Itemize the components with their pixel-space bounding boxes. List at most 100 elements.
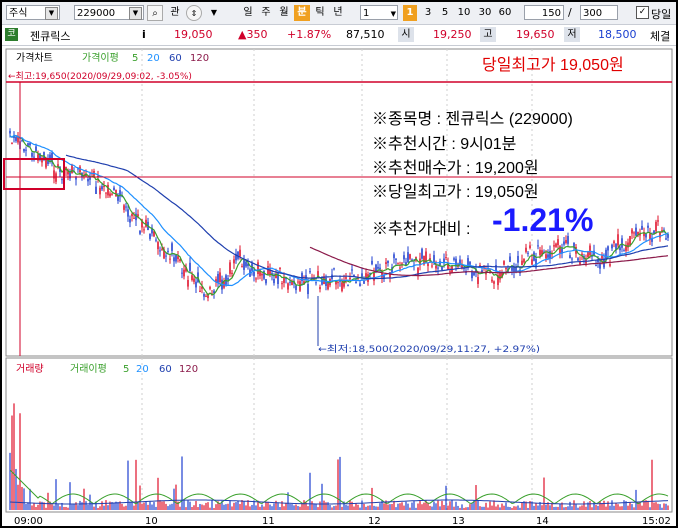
interval-button-active[interactable]: 1 bbox=[403, 5, 417, 21]
volume-bar bbox=[555, 506, 557, 510]
volume-bar bbox=[607, 501, 609, 510]
volume-bar bbox=[59, 506, 61, 510]
candle-body bbox=[95, 186, 97, 195]
volume-bar bbox=[109, 501, 111, 510]
candle-body bbox=[229, 262, 231, 274]
volume-bar bbox=[605, 506, 607, 510]
interval-button[interactable]: 60 bbox=[498, 7, 512, 18]
count-input[interactable]: 150 bbox=[524, 5, 564, 20]
volume-bar bbox=[289, 503, 291, 510]
period-tab-active[interactable]: 분 bbox=[294, 5, 310, 21]
candle-body bbox=[183, 269, 185, 277]
candle-body bbox=[511, 267, 513, 271]
volume-bar bbox=[349, 500, 351, 510]
candle-body bbox=[439, 261, 441, 266]
same-day-checkbox[interactable]: ✓ bbox=[636, 6, 649, 19]
candle-body bbox=[55, 173, 57, 182]
candle-body bbox=[133, 217, 135, 219]
candle-body bbox=[319, 287, 321, 290]
chevron-down-icon[interactable]: ▼ bbox=[129, 7, 142, 20]
interval-button[interactable]: 30 bbox=[478, 7, 492, 18]
candle-body bbox=[471, 271, 473, 279]
view-button[interactable]: 관 bbox=[170, 7, 180, 18]
volume-bar bbox=[285, 502, 287, 510]
candle-body bbox=[247, 263, 249, 267]
candle-body bbox=[139, 230, 141, 234]
candle-body bbox=[255, 278, 257, 280]
volume-bar bbox=[441, 500, 443, 510]
x-axis-label: 09:00 bbox=[14, 516, 43, 526]
candle-body bbox=[159, 250, 161, 252]
candle-body bbox=[637, 231, 639, 236]
candle-body bbox=[517, 255, 519, 263]
candle-body bbox=[437, 267, 439, 269]
candle-body bbox=[473, 272, 475, 276]
volume-bar bbox=[547, 502, 549, 510]
candle-body bbox=[433, 255, 435, 263]
candle-body bbox=[479, 265, 481, 267]
stepper-icon[interactable]: ⇕ bbox=[186, 5, 202, 21]
candle-body bbox=[157, 242, 159, 250]
candle-body bbox=[273, 279, 275, 284]
market-select[interactable]: 주식 ▼ bbox=[6, 5, 60, 20]
candle-body bbox=[295, 285, 297, 291]
step-down-icon[interactable]: ▼ bbox=[210, 8, 218, 17]
period-tab[interactable]: 틱 bbox=[315, 7, 325, 18]
trade-label[interactable]: 체결 bbox=[650, 30, 671, 43]
info-button[interactable]: i bbox=[142, 28, 146, 41]
period-tab[interactable]: 일 bbox=[243, 7, 253, 18]
candle-body bbox=[559, 246, 561, 254]
x-axis-label: 11 bbox=[262, 516, 275, 526]
volume-bar bbox=[177, 501, 179, 510]
volume-bar bbox=[395, 507, 397, 510]
stock-code-input[interactable]: 229000 ▼ bbox=[74, 5, 144, 20]
interval-button[interactable]: 3 bbox=[424, 7, 432, 18]
same-day-label: 당일 bbox=[651, 8, 672, 21]
stock-name[interactable]: 젠큐릭스 bbox=[30, 30, 71, 43]
candle-body bbox=[399, 267, 401, 269]
candle-body bbox=[447, 263, 449, 270]
volume-bar bbox=[49, 501, 51, 510]
candle-body bbox=[61, 179, 63, 181]
period-tab[interactable]: 년 bbox=[333, 7, 343, 18]
search-icon[interactable]: ⌕ bbox=[147, 5, 163, 21]
interval-button[interactable]: 10 bbox=[457, 7, 471, 18]
candle-body bbox=[191, 275, 193, 281]
candle-body bbox=[475, 269, 477, 273]
period-tab[interactable]: 월 bbox=[279, 7, 289, 18]
volume-bar bbox=[237, 500, 239, 510]
candle-body bbox=[659, 232, 661, 238]
low-annotation: ←최저:18,500(2020/09/29,11:27, +2.97%) bbox=[318, 344, 540, 355]
candle-body bbox=[639, 233, 641, 236]
volume-bar bbox=[13, 403, 15, 510]
volume-bar bbox=[435, 503, 437, 510]
candle-body bbox=[491, 279, 493, 282]
candle-body bbox=[213, 290, 215, 293]
count-total-input[interactable]: 300 bbox=[580, 5, 618, 20]
volume-bar bbox=[57, 504, 59, 510]
chevron-down-icon[interactable]: ▼ bbox=[390, 10, 396, 18]
candle-body bbox=[169, 258, 171, 260]
candle-body bbox=[297, 281, 299, 283]
volume-bar bbox=[153, 502, 155, 510]
candle-body bbox=[379, 267, 381, 270]
interval-button[interactable]: 5 bbox=[441, 7, 449, 18]
chevron-down-icon[interactable]: ▼ bbox=[45, 7, 58, 20]
volume-bar bbox=[317, 507, 319, 510]
candle-body bbox=[571, 258, 573, 260]
candle-body bbox=[385, 262, 387, 264]
candle-body bbox=[641, 225, 643, 230]
volume-bar bbox=[183, 500, 185, 510]
interval-select[interactable]: 1 ▼ bbox=[360, 5, 398, 20]
volume-bar bbox=[527, 507, 529, 510]
volume-bar bbox=[641, 505, 643, 510]
volume-bar bbox=[525, 501, 527, 510]
low-price: 18,500 bbox=[598, 28, 637, 41]
overlay-day-high: ※당일최고가 : 19,050원 bbox=[372, 184, 539, 201]
volume-bar bbox=[425, 500, 427, 510]
open-label: 시 bbox=[398, 27, 414, 42]
volume-bar bbox=[557, 506, 559, 510]
day-high-title: 당일최고가 19,050원 bbox=[482, 57, 624, 74]
candle-body bbox=[351, 269, 353, 271]
period-tab[interactable]: 주 bbox=[261, 7, 271, 18]
